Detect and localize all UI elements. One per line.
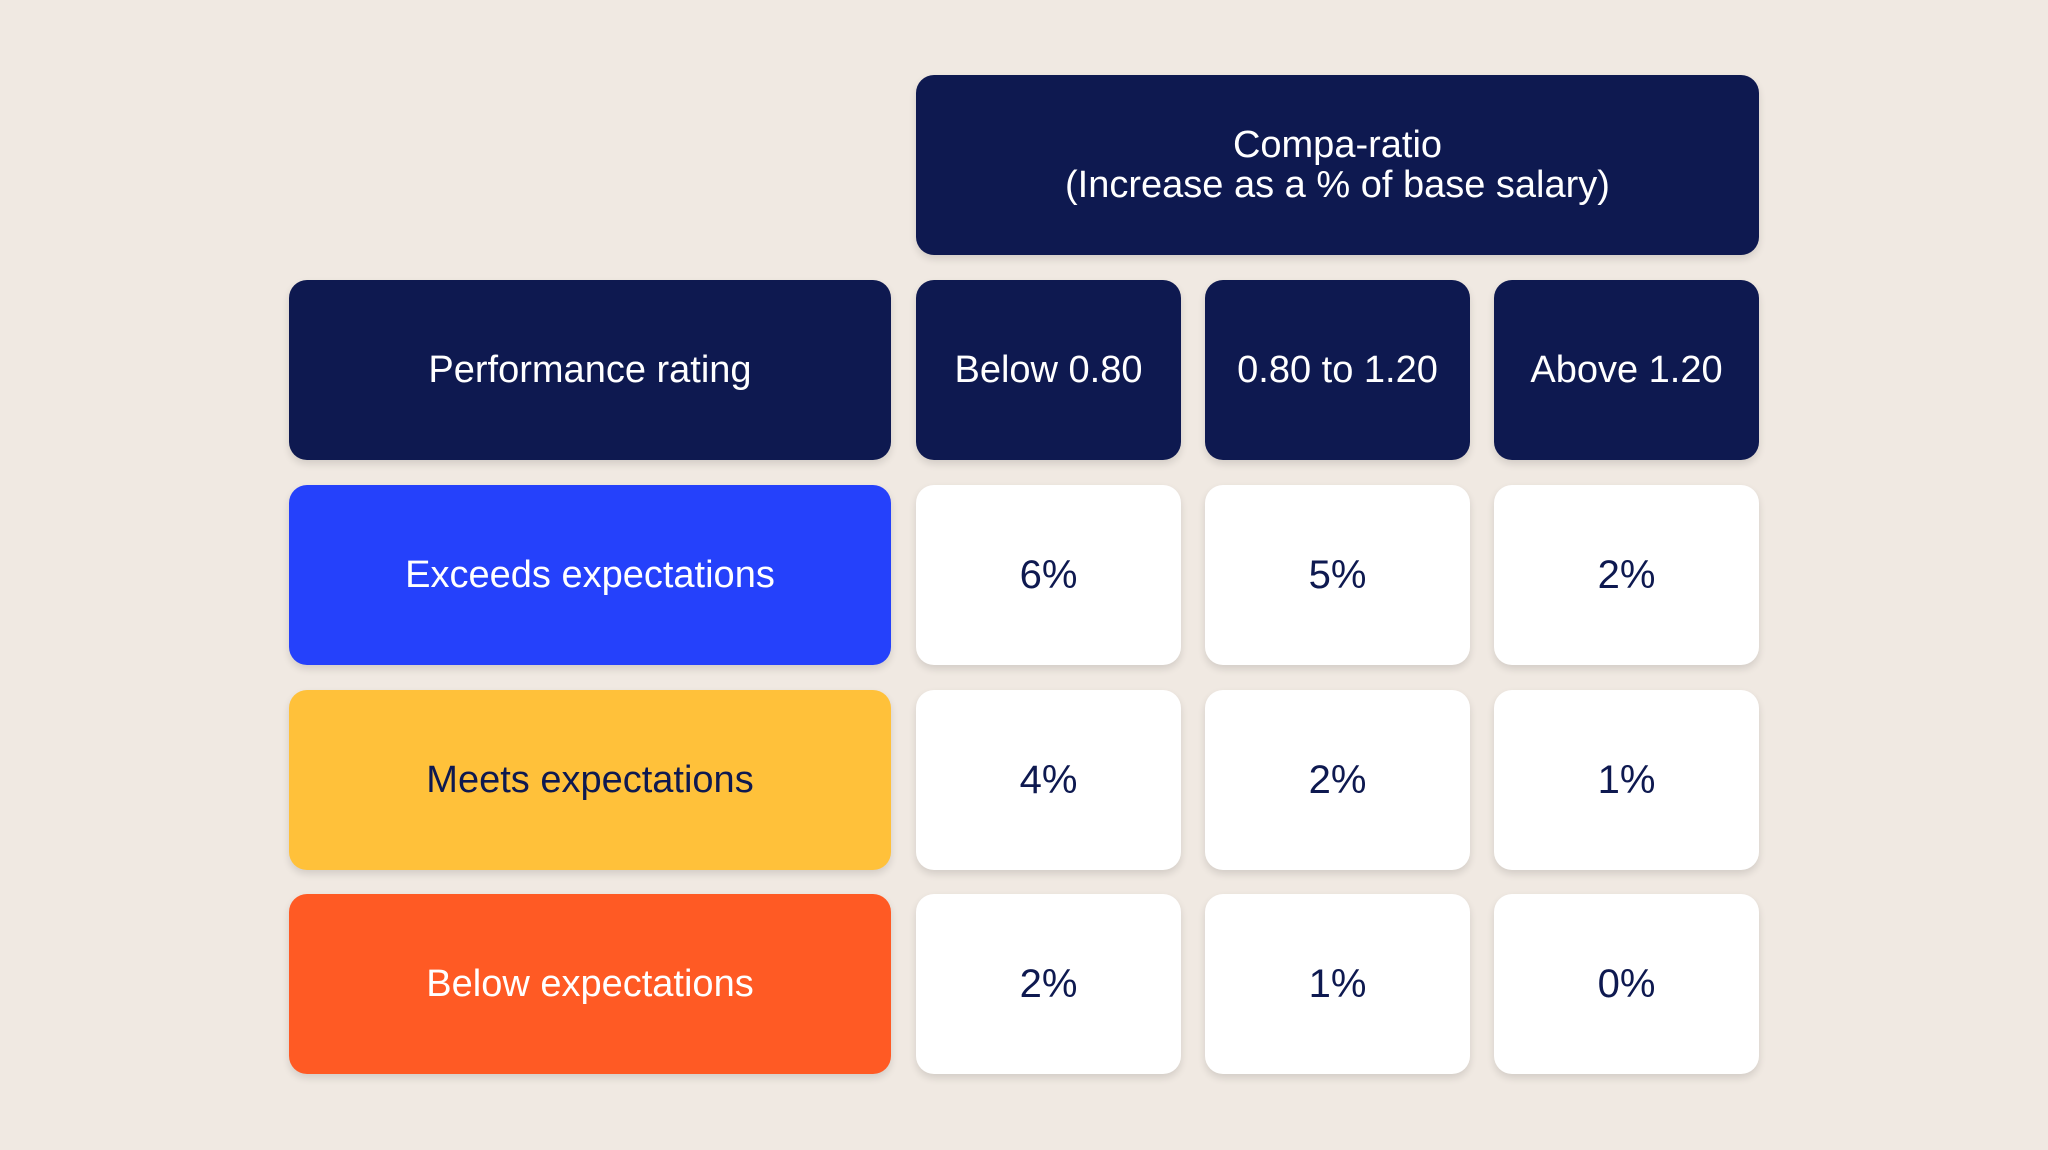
performance-rating-header: Performance rating xyxy=(289,280,891,460)
column-header-label: Below 0.80 xyxy=(954,348,1143,391)
value-text: 5% xyxy=(1308,552,1367,597)
row-label-text: Exceeds expectations xyxy=(405,553,775,596)
value-text: 0% xyxy=(1597,961,1656,1006)
compa-ratio-subtitle: (Increase as a % of base salary) xyxy=(1065,164,1610,206)
value-text: 2% xyxy=(1308,757,1367,802)
compa-ratio-title: Compa-ratio xyxy=(1232,124,1443,166)
column-header-below-0-80: Below 0.80 xyxy=(916,280,1181,460)
value-cell: 2% xyxy=(1494,485,1759,665)
performance-rating-label: Performance rating xyxy=(428,348,752,391)
row-label-exceeds-expectations: Exceeds expectations xyxy=(289,485,891,665)
column-header-0-80-to-1-20: 0.80 to 1.20 xyxy=(1205,280,1470,460)
value-text: 2% xyxy=(1019,961,1078,1006)
value-cell: 0% xyxy=(1494,894,1759,1074)
value-cell: 1% xyxy=(1205,894,1470,1074)
value-cell: 6% xyxy=(916,485,1181,665)
row-label-text: Meets expectations xyxy=(426,758,754,801)
value-text: 1% xyxy=(1597,757,1656,802)
value-cell: 4% xyxy=(916,690,1181,870)
value-cell: 5% xyxy=(1205,485,1470,665)
value-text: 4% xyxy=(1019,757,1078,802)
value-cell: 1% xyxy=(1494,690,1759,870)
value-cell: 2% xyxy=(916,894,1181,1074)
column-header-above-1-20: Above 1.20 xyxy=(1494,280,1759,460)
column-header-label: Above 1.20 xyxy=(1530,348,1723,391)
column-header-label: 0.80 to 1.20 xyxy=(1237,348,1438,391)
value-text: 6% xyxy=(1019,552,1078,597)
value-text: 1% xyxy=(1308,961,1367,1006)
value-text: 2% xyxy=(1597,552,1656,597)
row-label-below-expectations: Below expectations xyxy=(289,894,891,1074)
value-cell: 2% xyxy=(1205,690,1470,870)
compa-ratio-header: Compa-ratio (Increase as a % of base sal… xyxy=(916,75,1759,255)
row-label-meets-expectations: Meets expectations xyxy=(289,690,891,870)
row-label-text: Below expectations xyxy=(426,962,754,1005)
